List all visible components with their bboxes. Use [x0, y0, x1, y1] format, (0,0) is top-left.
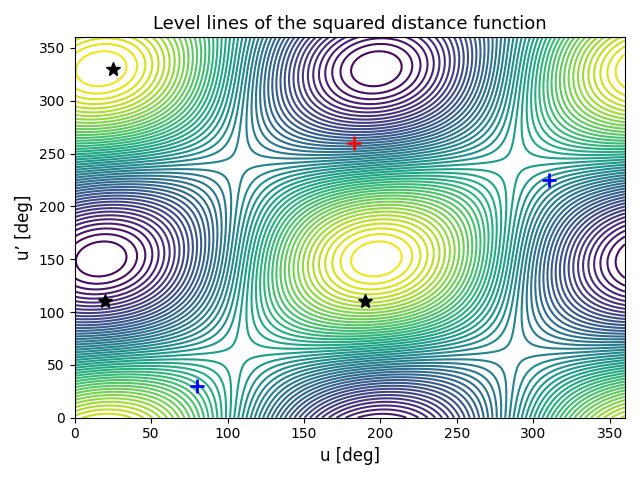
X-axis label: u [deg]: u [deg] [320, 447, 380, 465]
Title: Level lines of the squared distance function: Level lines of the squared distance func… [153, 15, 547, 33]
Y-axis label: u’ [deg]: u’ [deg] [15, 195, 33, 260]
